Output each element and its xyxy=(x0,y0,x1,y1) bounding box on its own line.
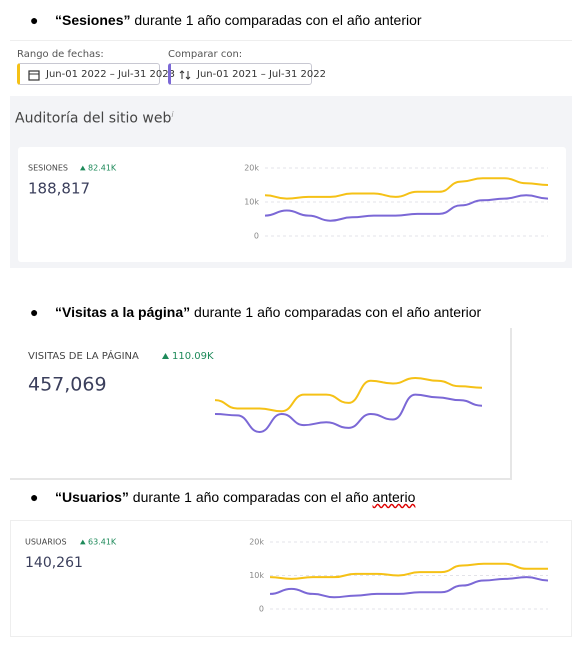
bullet-text: durante 1 año comparadas con el año xyxy=(128,489,373,505)
bullet-bold: “Visitas a la página” xyxy=(55,304,191,320)
y-tick-label: 0 xyxy=(259,605,264,614)
y-tick-label: 20k xyxy=(244,164,259,173)
compare-filter[interactable]: Jun-01 2021 – Jul-31 2022 xyxy=(168,63,326,85)
bullet-bold: “Usuarios” xyxy=(55,489,129,505)
y-tick-label: 20k xyxy=(249,538,264,547)
card-bg xyxy=(18,147,566,262)
metric-delta: 63.41K xyxy=(88,538,117,547)
filter-value: Jun-01 2021 – Jul-31 2022 xyxy=(197,69,326,80)
metric-delta: 110.09K xyxy=(172,351,214,362)
metric-delta: 82.41K xyxy=(88,164,117,173)
delta-arrow xyxy=(80,165,86,171)
bullet-bold: “Sesiones” xyxy=(55,12,131,28)
delta-arrow xyxy=(162,353,169,359)
series-line xyxy=(264,177,549,200)
y-tick-label: 10k xyxy=(249,571,264,580)
y-tick-label: 0 xyxy=(254,232,259,241)
card-bg xyxy=(10,520,572,637)
bullet-text: durante 1 año comparadas con el año ante… xyxy=(130,12,422,28)
audit-panel: Auditoría del sitio webi xyxy=(10,96,572,268)
delta-arrow xyxy=(80,539,86,545)
metric-total: 188,817 xyxy=(28,180,90,198)
info-icon[interactable]: i xyxy=(171,110,174,119)
audit-title: Auditoría del sitio webi xyxy=(15,110,174,127)
series-line xyxy=(214,377,483,413)
metric-label: VISITAS DE LA PÁGINA xyxy=(28,349,139,362)
audit-title-text: Auditoría del sitio web xyxy=(15,110,172,127)
filter-label: Comparar con: xyxy=(168,49,243,60)
calendar-icon xyxy=(28,70,40,81)
date-filter[interactable]: Jun-01 2022 – Jul-31 2023 xyxy=(17,63,175,85)
series-line xyxy=(214,393,483,433)
series-line xyxy=(269,562,548,580)
metric-total: 457,069 xyxy=(28,374,107,396)
series-line xyxy=(264,194,549,222)
series-line xyxy=(269,576,549,599)
card-bg xyxy=(10,328,512,480)
metric-total: 140,261 xyxy=(25,555,83,571)
bullet-text: durante 1 año comparadas con el año ante… xyxy=(190,304,482,320)
metric-label: SESIONES xyxy=(28,164,68,173)
filter-label: Rango de fechas: xyxy=(17,49,104,60)
filter-value: Jun-01 2022 – Jul-31 2023 xyxy=(46,69,175,80)
separator xyxy=(10,40,572,41)
swap-icon xyxy=(179,70,191,80)
y-tick-label: 10k xyxy=(244,198,259,207)
metric-label: USUARIOS xyxy=(25,538,67,547)
misspelled-word: anterio xyxy=(372,489,416,505)
